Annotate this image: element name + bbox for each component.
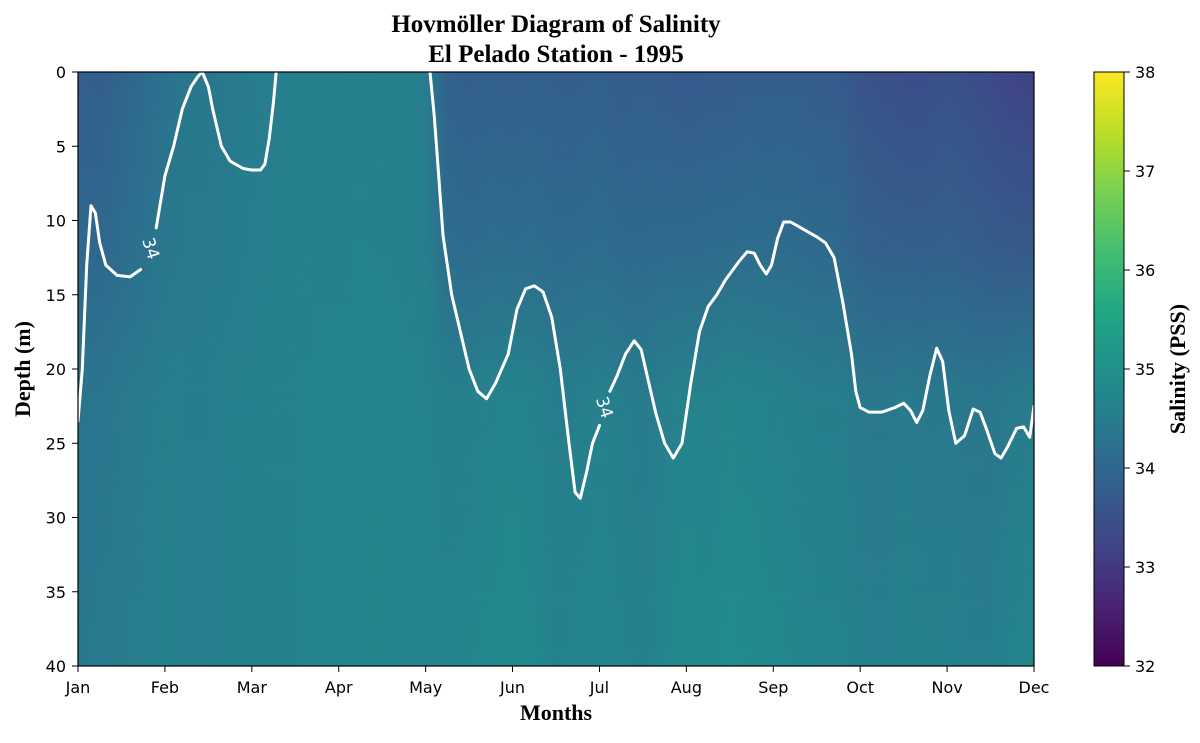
x-tick-label-feb: Feb — [151, 678, 179, 697]
x-tick-label-jun: Jun — [499, 678, 525, 697]
x-tick-label-oct: Oct — [846, 678, 874, 697]
y-tick-label-25: 25 — [46, 434, 66, 453]
y-tick-label-5: 5 — [56, 137, 66, 156]
y-tick-label-40: 40 — [46, 657, 66, 676]
contour-segment-1 — [76, 204, 143, 423]
contour-segment-4 — [608, 220, 1036, 460]
x-tick-label-jan: Jan — [65, 678, 91, 697]
colorbar-tick-label-38: 38 — [1135, 63, 1155, 82]
y-tick-label-15: 15 — [46, 286, 66, 305]
colorbar: 32 33 34 35 36 37 38 Salinity (PSS) — [1093, 63, 1190, 676]
colorbar-tick-label-32: 32 — [1135, 657, 1155, 676]
x-axis-ticks: Jan Feb Mar Apr May Jun Jul Aug Sep Oct Nov Dec — [65, 666, 1050, 697]
contour-34-line — [76, 70, 1036, 500]
x-tick-label-jul: Jul — [589, 678, 609, 697]
y-tick-label-35: 35 — [46, 583, 66, 602]
x-tick-label-dec: Dec — [1019, 678, 1050, 697]
y-axis-ticks: 0 5 10 15 20 25 30 35 40 — [46, 63, 78, 676]
chart-title-line-2: El Pelado Station - 1995 — [428, 41, 684, 68]
colorbar-label: Salinity (PSS) — [1165, 304, 1190, 434]
colorbar-tick-label-35: 35 — [1135, 360, 1155, 379]
y-tick-label-0: 0 — [56, 63, 66, 82]
x-tick-label-apr: Apr — [325, 678, 353, 697]
x-tick-label-may: May — [409, 678, 442, 697]
colorbar-gradient — [1094, 72, 1124, 666]
y-tick-label-30: 30 — [46, 509, 66, 528]
contour-segment-3 — [428, 70, 601, 500]
colorbar-tick-label-33: 33 — [1135, 558, 1155, 577]
x-tick-label-mar: Mar — [237, 678, 268, 697]
x-tick-label-aug: Aug — [671, 678, 702, 697]
x-tick-label-nov: Nov — [931, 678, 962, 697]
y-tick-label-10: 10 — [46, 212, 66, 231]
colorbar-tick-label-37: 37 — [1135, 162, 1155, 181]
colorbar-tick-label-34: 34 — [1135, 459, 1155, 478]
x-tick-label-sep: Sep — [758, 678, 788, 697]
salinity-field-deep-layer — [78, 72, 1034, 666]
chart-title-line-1: Hovmöller Diagram of Salinity — [391, 11, 721, 38]
y-tick-label-20: 20 — [46, 360, 66, 379]
contour-segment-2 — [154, 70, 278, 230]
x-axis-label: Months — [520, 700, 593, 725]
y-axis-label: Depth (m) — [10, 321, 35, 417]
colorbar-tick-label-36: 36 — [1135, 261, 1155, 280]
colorbar-ticks: 32 33 34 35 36 37 38 — [1124, 63, 1155, 676]
